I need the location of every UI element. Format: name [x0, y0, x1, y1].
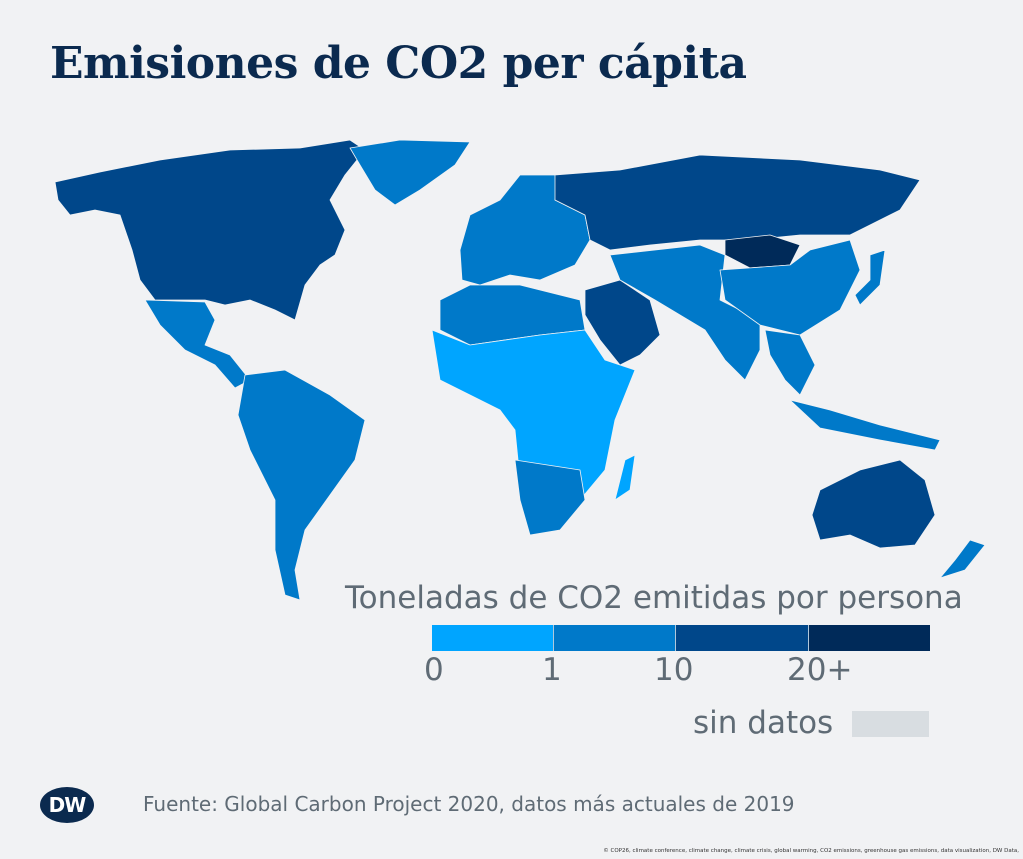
region-southeast-asia	[764, 329, 941, 451]
dw-logo: DW	[40, 787, 94, 823]
region-china	[719, 239, 861, 336]
region-russia	[554, 154, 921, 251]
region-greenland	[349, 139, 471, 206]
legend-bin-0-1	[432, 625, 554, 651]
region-mongolia	[724, 234, 801, 269]
region-central-america	[144, 299, 251, 389]
tags-credit: © COP26, climate conference, climate cha…	[603, 848, 1019, 854]
legend-tick: 0	[424, 652, 444, 688]
region-new-zealand	[939, 539, 986, 579]
legend-bin-1-10	[554, 625, 676, 651]
no-data-label: sin datos	[693, 705, 834, 741]
page-title: Emisiones de CO2 per cápita	[50, 38, 747, 89]
legend-bin-10-20	[676, 625, 809, 651]
no-data-swatch	[852, 711, 929, 737]
region-japan	[854, 249, 886, 306]
legend-tick: 1	[542, 652, 562, 688]
legend-tick: 10	[654, 652, 694, 688]
region-middle-east	[584, 279, 661, 366]
region-north-america	[54, 139, 366, 321]
legend-bin-20-plus	[809, 625, 930, 651]
region-south-asia	[609, 244, 761, 381]
region-africa	[431, 329, 636, 516]
source-note: Fuente: Global Carbon Project 2020, dato…	[143, 792, 795, 816]
legend-tick: 20+	[787, 652, 853, 688]
region-australia	[811, 459, 936, 549]
world-map	[54, 139, 986, 600]
region-southern-africa	[514, 459, 586, 536]
region-south-america	[237, 369, 366, 600]
legend-title: Toneladas de CO2 emitidas por persona	[345, 580, 963, 616]
region-madagascar	[614, 454, 636, 501]
